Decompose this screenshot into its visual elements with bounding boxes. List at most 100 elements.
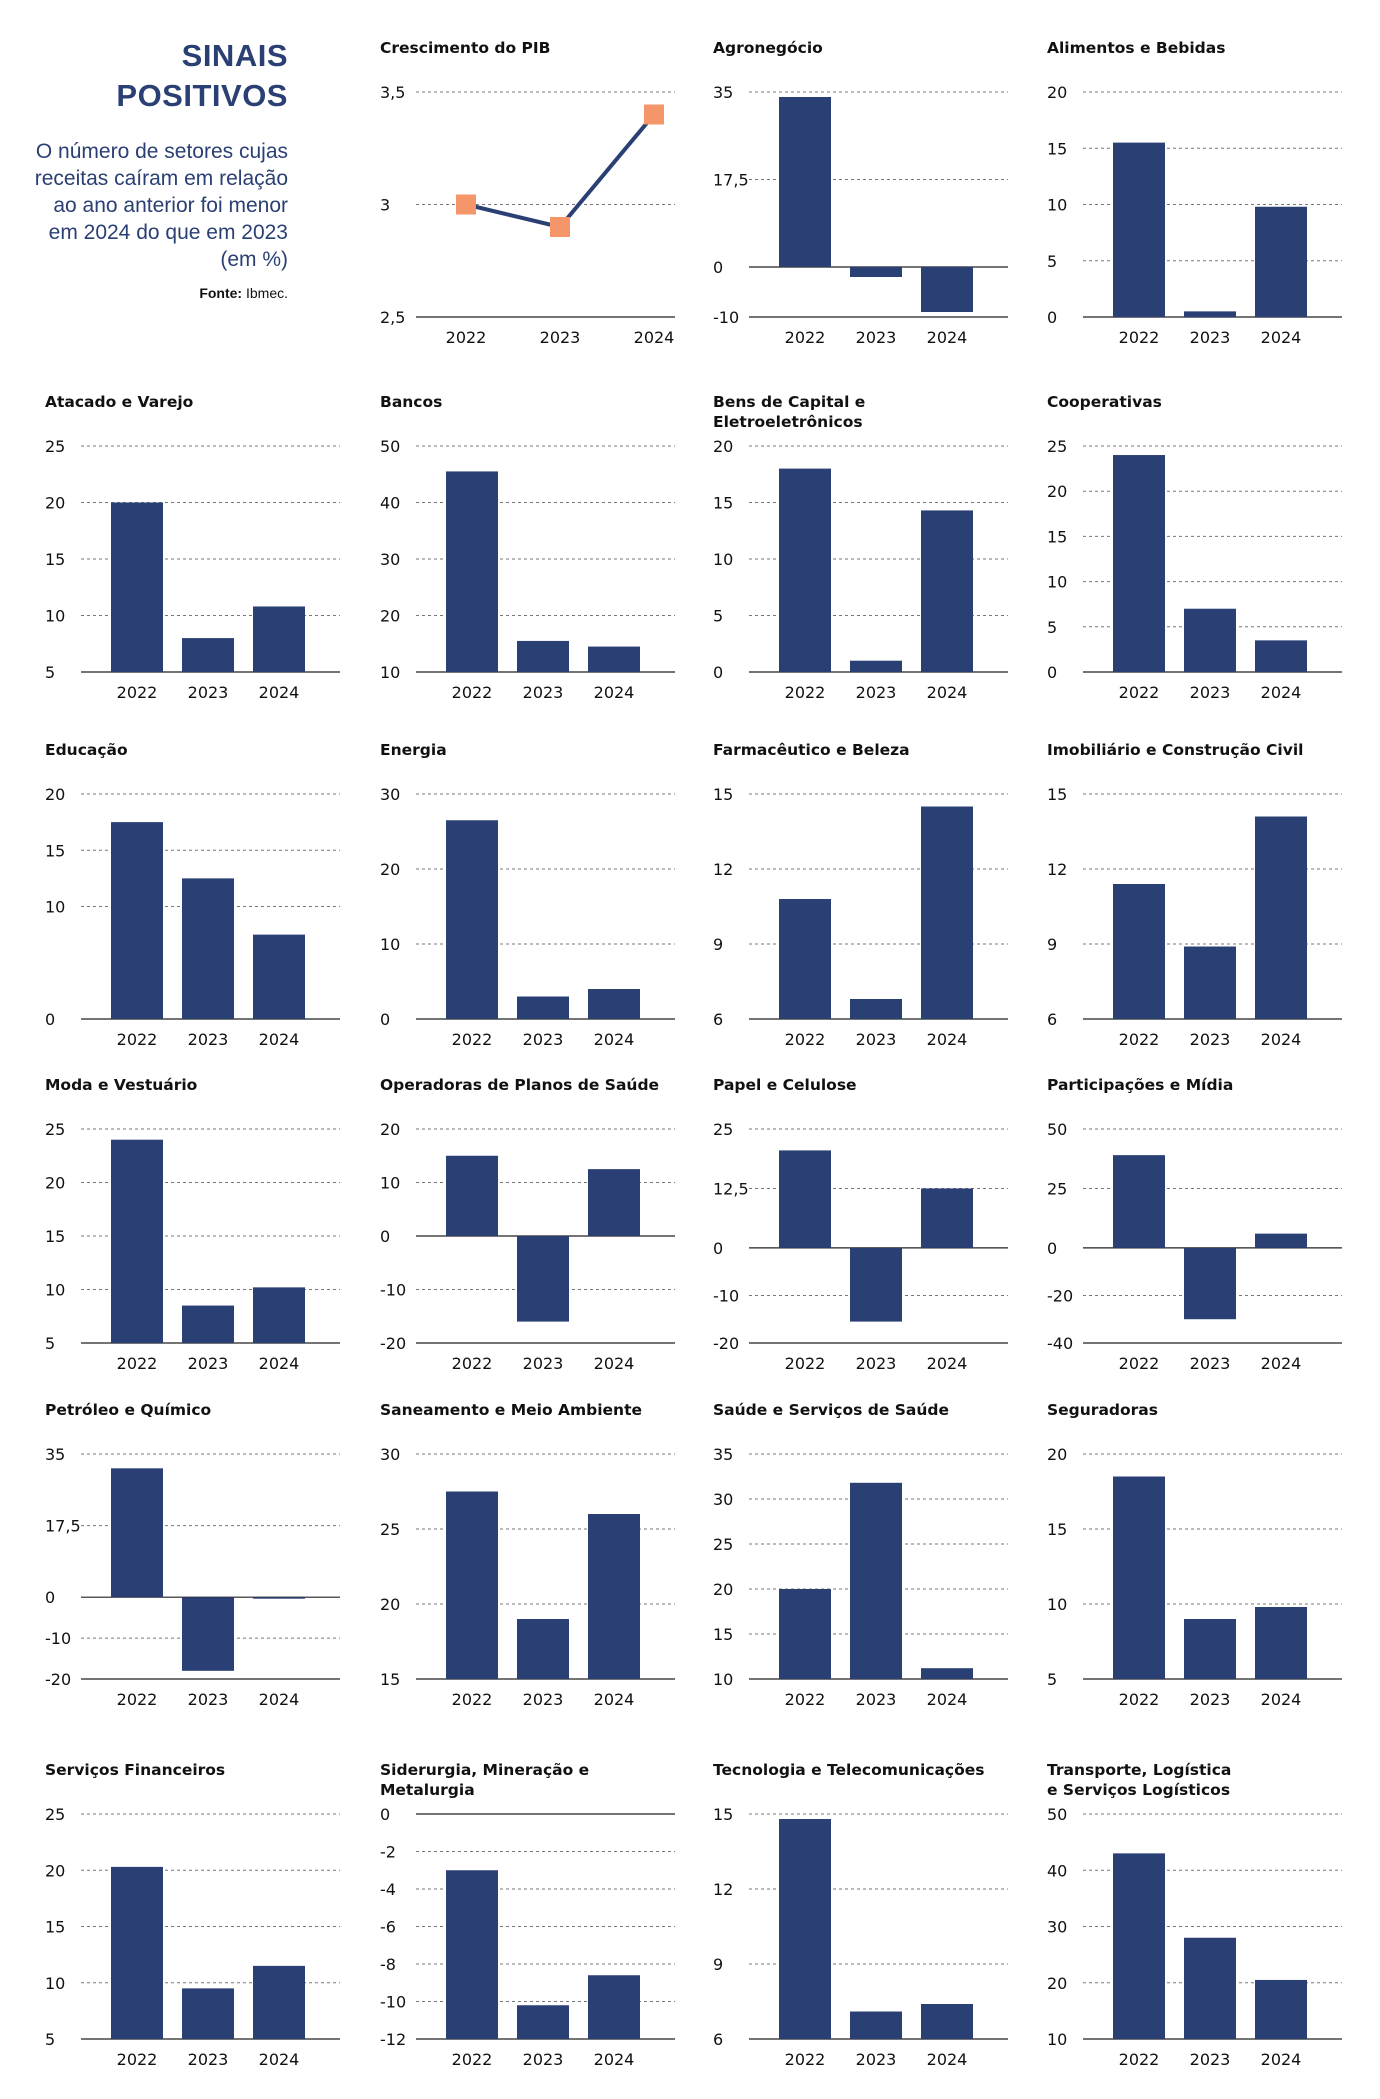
y-tick-label: 15 [713,494,733,513]
x-tick-label: 2024 [927,1030,968,1049]
bar [1184,1619,1236,1679]
y-tick-label: 25 [45,437,65,456]
x-tick-label: 2022 [117,1690,158,1709]
chart-panel: Petróleo e Químico -20 -10 0 17,5 35 2022 2023 2… [45,1400,340,1719]
y-tick-label: 35 [45,1445,65,1464]
x-tick-label: 2022 [452,1030,493,1049]
chart-title: Saúde e Serviços de Saúde [713,1401,950,1419]
y-tick-label: 15 [45,1227,65,1246]
y-tick-label: 10 [1047,573,1067,592]
bar [253,1965,305,2039]
x-tick-label: 2022 [1119,683,1160,702]
y-tick-label: 10 [380,1174,400,1193]
bar [253,934,305,1019]
y-tick-label: 0 [45,1588,55,1607]
x-tick-label: 2023 [1190,1354,1231,1373]
x-tick-label: 2024 [594,2050,635,2069]
chart-title: Moda e Vestuário [45,1076,198,1094]
bar [588,646,640,672]
bar [517,1236,569,1322]
bar [253,606,305,672]
chart-panel: Saúde e Serviços de Saúde 10 15 20 25 30 35 202… [713,1400,1008,1719]
chart-svg: -10 0 17,5 35 2022 2023 2024 [713,83,1008,347]
y-tick-label: -10 [45,1629,71,1648]
x-tick-label: 2022 [1119,2050,1160,2069]
bar [1255,640,1307,672]
chart-panel: Transporte, Logística e Serviços Logísti… [1047,1760,1342,2079]
bar [588,1514,640,1679]
series-line [465,113,656,230]
y-tick-label: 25 [1047,1179,1067,1198]
y-tick-label: 0 [1047,308,1057,327]
bar [253,1287,305,1343]
x-tick-label: 2024 [1261,328,1302,347]
y-tick-label: 5 [45,2030,55,2049]
y-tick-label: 10 [1047,2030,1067,2049]
chart-panel: Crescimento do PIB 2,5 3 3,5 2022 2023 2024 [380,38,675,357]
bar [182,1597,234,1671]
x-tick-label: 2024 [927,2050,968,2069]
chart-title: Crescimento do PIB [380,39,551,57]
chart-title: Operadoras de Planos de Saúde [380,1076,660,1094]
bar [1113,1853,1165,2039]
chart-title: Imobiliário e Construção Civil [1047,741,1304,759]
y-tick-label: 50 [1047,1805,1067,1824]
chart-panel: Siderurgia, Mineração e Metalurgia -12 -10… [380,1760,675,2079]
y-tick-label: 20 [1047,83,1067,102]
header: SINAIS POSITIVOS O número de setores cuj… [30,36,288,301]
y-tick-label: 5 [1047,252,1057,271]
y-tick-label: 17,5 [713,171,749,190]
y-tick-label: 20 [45,785,65,804]
x-tick-label: 2023 [540,328,581,347]
y-tick-label: 15 [1047,527,1067,546]
x-tick-label: 2024 [1261,1690,1302,1709]
y-tick-label: 15 [45,1918,65,1937]
x-tick-label: 2024 [634,328,675,347]
main-title-line2: POSITIVOS [116,78,288,113]
y-tick-label: 0 [713,1239,723,1258]
chart-panel: Energia 0 10 20 30 2022 2023 2024 [380,740,675,1059]
y-tick-label: 5 [45,663,55,682]
y-tick-label: 15 [1047,1520,1067,1539]
chart-panel: Moda e Vestuário 5 10 15 20 25 2022 2023 2024 [45,1075,340,1383]
x-tick-label: 2024 [259,1690,300,1709]
chart-title: Saneamento e Meio Ambiente [380,1401,643,1419]
bar [779,468,831,672]
y-tick-label: 25 [380,1520,400,1539]
x-tick-label: 2024 [927,1354,968,1373]
y-tick-label: 15 [1047,785,1067,804]
y-tick-label: 25 [713,1535,733,1554]
y-tick-label: -10 [713,308,739,327]
bar [1184,1247,1236,1320]
chart-panel: Atacado e Varejo 5 10 15 20 25 2022 2023 2024 [45,392,340,712]
y-tick-label: 40 [380,494,400,513]
y-tick-label: 25 [1047,437,1067,456]
bar [921,2004,973,2039]
chart-title: Cooperativas [1047,393,1162,411]
chart-title: Alimentos e Bebidas [1047,39,1226,57]
x-tick-label: 2024 [259,683,300,702]
chart-title: Participações e Mídia [1047,1076,1234,1094]
y-tick-label: -4 [380,1880,396,1899]
y-tick-label: 6 [713,1010,723,1029]
y-tick-label: 15 [1047,139,1067,158]
y-tick-label: 2,5 [380,308,405,327]
x-tick-label: 2024 [594,1690,635,1709]
x-tick-label: 2024 [1261,1030,1302,1049]
bar [446,820,498,1019]
bar [921,806,973,1019]
chart-panel: Cooperativas 0 5 10 15 20 25 2022 2023 2024 [1047,392,1342,712]
x-tick-label: 2022 [785,328,826,347]
y-tick-label: 5 [45,1334,55,1353]
x-tick-label: 2023 [856,1030,897,1049]
chart-panel: Papel e Celulose -20 -10 0 12,5 25 2022 2023 202… [713,1075,1008,1383]
x-tick-label: 2022 [117,683,158,702]
bar [779,97,831,267]
y-tick-label: 0 [1047,1239,1057,1258]
x-tick-label: 2023 [523,1690,564,1709]
chart-svg: -40 -20 0 25 50 2022 2023 2024 [1047,1120,1342,1373]
chart-title: Educação [45,741,128,759]
x-tick-label: 2022 [1119,1030,1160,1049]
x-tick-label: 2022 [785,2050,826,2069]
x-tick-label: 2023 [188,2050,229,2069]
